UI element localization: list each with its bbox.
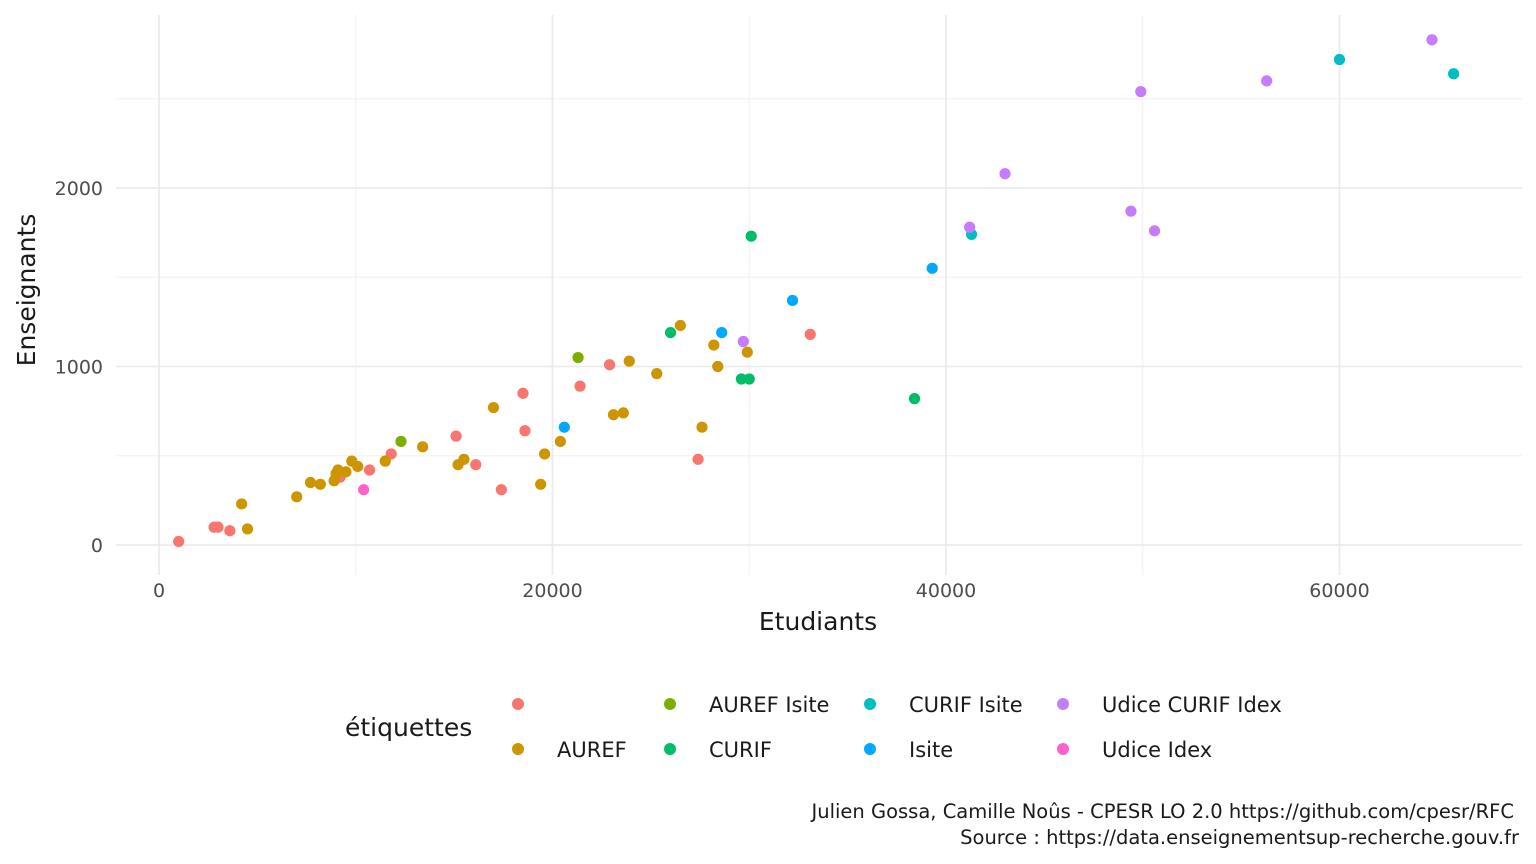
data-point (964, 221, 976, 233)
y-tick-label: 0 (91, 535, 103, 557)
tick-labels: 0 20000 40000 60000 0 1000 2000 (55, 178, 1370, 602)
x-tick-label: 20000 (522, 580, 582, 602)
data-point (417, 441, 429, 453)
data-point (314, 478, 326, 490)
data-point (535, 478, 547, 490)
data-point (741, 346, 753, 358)
data-point (651, 368, 663, 380)
legend-item: Udice CURIF Idex (1057, 693, 1282, 717)
x-tick-label: 0 (153, 580, 165, 602)
legend-key (664, 743, 676, 755)
legend-label: AUREF Isite (709, 693, 829, 717)
data-point (574, 380, 586, 392)
data-point (395, 435, 407, 448)
data-point (363, 464, 376, 476)
data-point (554, 435, 566, 448)
data-point (352, 460, 364, 473)
legend-item: AUREF Isite (664, 693, 829, 717)
legend-label: CURIF (709, 738, 772, 762)
data-point (804, 328, 816, 340)
data-point (1261, 75, 1273, 87)
legend-key (864, 698, 876, 710)
legend-key (864, 743, 876, 755)
y-axis-title: Enseignants (12, 214, 41, 367)
data-point (908, 393, 921, 405)
legend-items: AUREF AUREF Isite CURIF CURIF Isite Isite Udi… (512, 693, 1282, 762)
legend-item: Isite (864, 738, 953, 762)
legend-label: Udice CURIF Idex (1102, 693, 1282, 717)
data-point (236, 498, 248, 510)
legend-item (512, 698, 524, 710)
data-point (358, 484, 370, 496)
y-tick-label: 1000 (55, 357, 103, 379)
data-point (696, 421, 708, 433)
legend-title: étiquettes (345, 713, 472, 742)
data-point (1426, 34, 1438, 46)
data-point (1125, 205, 1137, 217)
data-point (664, 326, 677, 339)
y-tick-label: 2000 (55, 178, 103, 200)
x-tick-label: 60000 (1309, 580, 1369, 602)
data-point (458, 453, 470, 465)
data-point (558, 421, 570, 433)
data-point (743, 373, 755, 385)
legend-key (1057, 698, 1069, 710)
data-point (572, 351, 584, 364)
data-point (712, 360, 724, 373)
data-point (495, 484, 507, 496)
data-point (716, 326, 728, 339)
legend-key (512, 743, 524, 755)
data-point (241, 523, 254, 535)
data-point (786, 294, 799, 307)
data-point (519, 425, 531, 437)
data-point (340, 466, 352, 478)
data-point (212, 521, 224, 533)
legend-item: CURIF (664, 738, 772, 762)
grid (116, 15, 1522, 575)
data-points (173, 34, 1460, 548)
x-tick-label: 40000 (916, 580, 976, 602)
data-point (1148, 225, 1161, 237)
caption-credits: Julien Gossa, Camille Noûs - CPESR LO 2.… (809, 800, 1514, 823)
data-point (692, 453, 704, 465)
data-point (603, 359, 616, 371)
data-point (1448, 68, 1460, 80)
data-point (617, 407, 629, 419)
data-point (173, 535, 185, 548)
data-point (291, 491, 303, 503)
legend-key (1057, 743, 1069, 755)
data-point (517, 387, 529, 399)
data-point (708, 339, 720, 351)
data-point (607, 409, 620, 421)
legend-label: Udice Idex (1102, 738, 1212, 762)
legend-label: CURIF Isite (909, 693, 1023, 717)
legend-item: AUREF (512, 738, 627, 762)
data-point (1135, 86, 1147, 98)
data-point (745, 230, 757, 242)
data-point (379, 455, 391, 467)
data-point (926, 262, 938, 274)
data-point (1333, 53, 1346, 66)
legend-key (512, 698, 524, 710)
data-point (487, 401, 500, 414)
data-point (674, 319, 686, 332)
data-point (470, 459, 482, 471)
legend: étiquettes AUREF AUREF Isite CURIF CURIF Is… (345, 693, 1282, 762)
data-point (539, 448, 551, 460)
legend-item: CURIF Isite (864, 693, 1023, 717)
data-point (224, 525, 236, 537)
x-axis-title: Etudiants (759, 607, 877, 636)
legend-item: Udice Idex (1057, 738, 1212, 762)
data-point (999, 168, 1011, 180)
legend-label: AUREF (557, 738, 627, 762)
data-point (737, 335, 749, 348)
data-point (623, 355, 635, 367)
data-point (735, 373, 747, 385)
data-point (450, 430, 462, 442)
caption-source: Source : https://data.enseignementsup-re… (960, 826, 1520, 849)
data-point (304, 476, 317, 489)
legend-label: Isite (909, 738, 953, 762)
legend-key (664, 698, 676, 710)
